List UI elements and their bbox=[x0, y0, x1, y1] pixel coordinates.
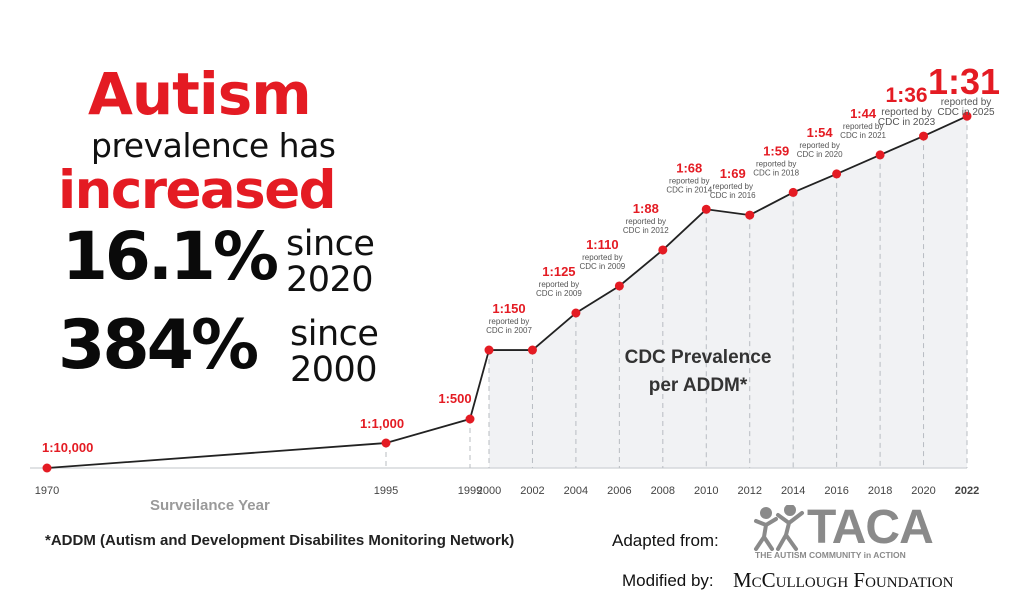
stat-2000-value: 384% bbox=[58, 306, 259, 385]
data-point-2008 bbox=[658, 245, 668, 255]
data-note-2006: CDC in 2009 bbox=[579, 262, 625, 271]
data-label-2006: 1:110 bbox=[586, 237, 619, 252]
x-tick-1970: 1970 bbox=[35, 485, 59, 497]
data-note-2016: CDC in 2020 bbox=[797, 150, 843, 159]
data-note-2004: reported by bbox=[539, 280, 579, 289]
data-note-2006: reported by bbox=[582, 253, 622, 262]
data-point-1970 bbox=[42, 463, 52, 473]
x-tick-2010: 2010 bbox=[694, 485, 718, 497]
data-point-2002 bbox=[527, 345, 537, 355]
chart-title: CDC Prevalence per ADDM* bbox=[598, 344, 798, 400]
x-tick-1995: 1995 bbox=[374, 485, 398, 497]
chart-title-line1: CDC Prevalence bbox=[624, 347, 772, 368]
data-note-2008: reported by bbox=[626, 217, 666, 226]
data-label-1999: 1:500 bbox=[438, 391, 471, 406]
data-point-1999 bbox=[465, 414, 475, 424]
since-year: 2000 bbox=[290, 350, 378, 390]
data-point-2016 bbox=[832, 169, 842, 179]
x-tick-2014: 2014 bbox=[781, 485, 805, 497]
data-note-2016: reported by bbox=[799, 141, 839, 150]
data-note-2010: reported by bbox=[669, 176, 709, 185]
data-label-1970: 1:10,000 bbox=[42, 440, 93, 455]
headline-prevalence: prevalence has bbox=[91, 126, 336, 165]
stat-2000-since: since 2000 bbox=[290, 314, 379, 390]
data-label-2008: 1:88 bbox=[633, 201, 659, 216]
since-label: since bbox=[290, 314, 379, 354]
data-label-2000: 1:150 bbox=[492, 301, 525, 316]
data-point-2014 bbox=[788, 187, 798, 197]
data-note-2022: CDC in 2025 bbox=[937, 107, 995, 118]
data-point-2022 bbox=[962, 111, 972, 121]
data-label-2016: 1:54 bbox=[807, 125, 834, 140]
data-point-2020 bbox=[919, 131, 929, 141]
data-note-2012: reported by bbox=[712, 182, 752, 191]
headline-autism: Autism bbox=[88, 60, 312, 128]
x-tick-2018: 2018 bbox=[868, 485, 892, 497]
x-tick-2008: 2008 bbox=[651, 485, 675, 497]
data-note-2008: CDC in 2012 bbox=[623, 226, 669, 235]
data-label-2022: 1:31 bbox=[928, 61, 1000, 102]
x-tick-2004: 2004 bbox=[564, 485, 588, 497]
adapted-from-label: Adapted from: bbox=[612, 531, 719, 550]
data-point-2006 bbox=[614, 281, 624, 291]
x-axis-label: Surveilance Year bbox=[150, 497, 270, 514]
x-tick-2012: 2012 bbox=[737, 485, 761, 497]
stat-2020-since: since 2020 bbox=[286, 224, 375, 300]
data-point-2012 bbox=[745, 210, 755, 220]
data-label-2018: 1:44 bbox=[850, 106, 877, 121]
shaded-area bbox=[489, 116, 967, 469]
data-note-2014: reported by bbox=[756, 159, 796, 168]
data-point-2004 bbox=[571, 308, 581, 318]
x-tick-2002: 2002 bbox=[520, 485, 544, 497]
since-year: 2020 bbox=[286, 260, 374, 300]
data-label-1995: 1:1,000 bbox=[360, 416, 404, 431]
data-point-1995 bbox=[381, 438, 391, 448]
x-tick-2016: 2016 bbox=[824, 485, 848, 497]
data-note-2004: CDC in 2009 bbox=[536, 289, 582, 298]
data-point-2010 bbox=[701, 204, 711, 214]
data-note-2020: CDC in 2023 bbox=[878, 117, 936, 128]
data-note-2000: CDC in 2007 bbox=[486, 326, 532, 335]
x-tick-2022: 2022 bbox=[955, 485, 979, 497]
data-label-2010: 1:68 bbox=[676, 160, 702, 175]
taca-figures-icon bbox=[754, 505, 804, 551]
data-label-2004: 1:125 bbox=[542, 264, 575, 279]
data-note-2010: CDC in 2014 bbox=[666, 185, 712, 194]
taca-logo-text: TACA bbox=[807, 501, 934, 554]
stat-2020-value: 16.1% bbox=[62, 218, 279, 295]
data-note-2020: reported by bbox=[881, 107, 932, 118]
modified-by-label: Modified by: bbox=[622, 571, 714, 590]
data-label-2012: 1:69 bbox=[720, 166, 746, 181]
modifier-name: McCullough Foundation bbox=[733, 568, 954, 592]
data-note-2018: reported by bbox=[843, 122, 883, 131]
x-tick-2006: 2006 bbox=[607, 485, 631, 497]
data-point-2000 bbox=[484, 345, 494, 355]
x-tick-2020: 2020 bbox=[911, 485, 935, 497]
data-point-2018 bbox=[875, 150, 885, 160]
footnote: *ADDM (Autism and Development Disabilite… bbox=[45, 532, 515, 549]
taca-tagline: THE AUTISM COMMUNITY in ACTION bbox=[755, 550, 906, 560]
since-label: since bbox=[286, 224, 375, 264]
headline-increased: increased bbox=[58, 160, 337, 221]
data-label-2020: 1:36 bbox=[886, 84, 928, 107]
data-label-2014: 1:59 bbox=[763, 143, 789, 158]
data-note-2014: CDC in 2018 bbox=[753, 168, 799, 177]
x-tick-2000: 2000 bbox=[477, 485, 501, 497]
data-note-2018: CDC in 2021 bbox=[840, 131, 886, 140]
x-tick-1999: 1999 bbox=[458, 485, 482, 497]
chart-title-line2: per ADDM* bbox=[648, 375, 748, 396]
data-note-2012: CDC in 2016 bbox=[710, 191, 756, 200]
data-note-2022: reported by bbox=[941, 97, 992, 108]
data-note-2000: reported by bbox=[489, 317, 529, 326]
